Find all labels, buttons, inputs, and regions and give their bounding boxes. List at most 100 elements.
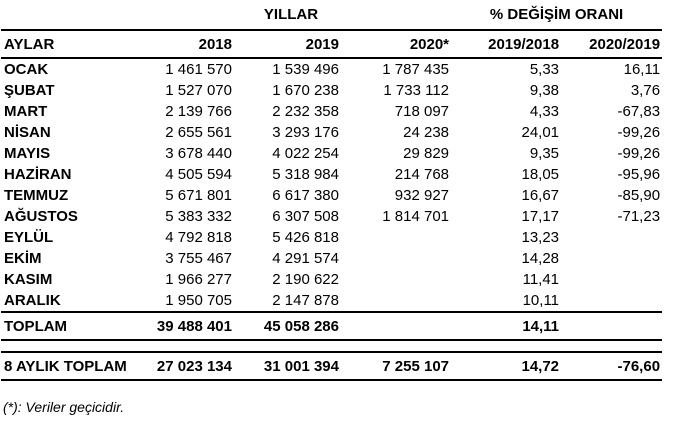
row-label: ŞUBAT [4, 82, 55, 99]
row-label: TEMMUZ [4, 187, 69, 204]
value-cell: 1 461 570 [165, 61, 232, 78]
table-row: EKİM 3 755 467 4 291 574 14,28 [1, 248, 662, 269]
value-cell: 3,76 [630, 82, 661, 99]
row-label: AĞUSTOS [4, 208, 78, 225]
value-cell [561, 227, 662, 248]
value-cell: 2 232 358 [272, 103, 339, 120]
table-row: AĞUSTOS 5 383 332 6 307 508 1 814 701 17,17 -… [1, 206, 662, 227]
value-cell: 718 097 [394, 103, 450, 120]
value-cell: 31 001 394 [234, 351, 341, 381]
value-cell: -95,96 [617, 166, 661, 183]
value-cell [341, 227, 451, 248]
value-cell: 4 022 254 [272, 145, 339, 162]
table-row: TOPLAM 39 488 401 45 058 286 14,11 [1, 311, 663, 341]
column-header-2018: 2018 [131, 30, 234, 59]
column-header-months: AYLAR [1, 30, 131, 59]
table-row: OCAK 1 461 570 1 539 496 1 787 435 5,33 16,11 [1, 58, 662, 80]
value-cell: -71,23 [617, 208, 661, 225]
value-cell [561, 311, 663, 341]
column-header-2020-2019: 2020/2019 [561, 30, 663, 59]
value-cell: 1 733 112 [383, 82, 450, 99]
years-group-header: YILLAR [131, 4, 452, 31]
month-rows-body: OCAK 1 461 570 1 539 496 1 787 435 5,33 16,11… [1, 58, 662, 312]
table-row: EYLÜL 4 792 818 5 426 818 13,23 [1, 227, 662, 248]
column-header-2020: 2020* [341, 30, 452, 59]
value-cell [561, 248, 662, 269]
table-row: ARALIK 1 950 705 2 147 878 10,11 [1, 290, 662, 312]
value-cell: 5 426 818 [272, 229, 339, 246]
value-cell: 2 139 766 [165, 103, 232, 120]
value-cell [341, 269, 451, 290]
spacer-row [1, 340, 662, 352]
value-cell: 2 147 878 [272, 292, 339, 309]
value-cell: 1 539 496 [272, 61, 339, 78]
value-cell: 16,67 [521, 187, 560, 204]
value-cell [341, 311, 452, 341]
value-cell [561, 290, 662, 312]
row-label: MAYIS [4, 145, 51, 162]
table-row: NİSAN 2 655 561 3 293 176 24 238 24,01 -99,26 [1, 122, 662, 143]
value-cell: 9,35 [529, 145, 560, 162]
row-label: OCAK [4, 61, 49, 78]
row-label: EYLÜL [4, 229, 54, 246]
value-cell: -76,60 [561, 351, 663, 381]
value-cell: 7 255 107 [341, 351, 452, 381]
value-cell: 14,28 [521, 250, 560, 267]
value-cell: 5 318 984 [272, 166, 339, 183]
value-cell: -99,26 [617, 145, 661, 162]
table-row: ŞUBAT 1 527 070 1 670 238 1 733 112 9,38 3,76 [1, 80, 662, 101]
value-cell: 9,38 [529, 82, 560, 99]
value-cell: 1 814 701 [382, 208, 450, 225]
table-row: TEMMUZ 5 671 801 6 617 380 932 927 16,67 -85,… [1, 185, 662, 206]
value-cell: 45 058 286 [234, 311, 341, 341]
value-cell: 14,72 [451, 351, 562, 381]
group-header-row: YILLAR % DEĞİŞİM ORANI [1, 4, 663, 31]
value-cell: 4 792 818 [165, 229, 232, 246]
table-row: KASIM 1 966 277 2 190 622 11,41 [1, 269, 662, 290]
row-label: MART [4, 103, 48, 120]
value-cell: 932 927 [394, 187, 450, 204]
value-cell: 1 966 277 [165, 271, 232, 288]
monthly-statistics-table: YILLAR % DEĞİŞİM ORANI AYLAR 2018 2019 2… [1, 4, 663, 381]
value-cell: 3 755 467 [165, 250, 232, 267]
row-label: 8 AYLIK TOPLAM [1, 351, 131, 381]
value-cell: 3 293 176 [272, 124, 339, 141]
value-cell: 29 829 [403, 145, 450, 162]
group-header-empty-cell [1, 4, 131, 31]
row-label: NİSAN [4, 124, 51, 141]
value-cell: 1 950 705 [165, 292, 232, 309]
row-label: KASIM [4, 271, 53, 288]
value-cell: 4,33 [529, 103, 560, 120]
table-row: 8 AYLIK TOPLAM 27 023 134 31 001 394 7 255 … [1, 351, 663, 381]
value-cell: 5,33 [529, 61, 560, 78]
value-cell: 214 768 [394, 166, 450, 183]
value-cell: 1 670 238 [272, 82, 339, 99]
spacer-cell [1, 340, 662, 352]
change-rate-group-header: % DEĞİŞİM ORANI [451, 4, 663, 31]
total-row-body: TOPLAM 39 488 401 45 058 286 14,11 [1, 311, 663, 341]
value-cell: 16,11 [623, 61, 661, 78]
row-label: HAZİRAN [4, 166, 72, 183]
value-cell: 10,11 [522, 292, 560, 309]
table-row: HAZİRAN 4 505 594 5 318 984 214 768 18,05 -95… [1, 164, 662, 185]
value-cell: 5 671 801 [165, 187, 232, 204]
value-cell: 17,17 [521, 208, 560, 225]
value-cell: -85,90 [617, 187, 661, 204]
table-row: MART 2 139 766 2 232 358 718 097 4,33 -67,83 [1, 101, 662, 122]
value-cell: 24 238 [403, 124, 450, 141]
column-header-2019: 2019 [234, 30, 341, 59]
value-cell: 2 655 561 [165, 124, 232, 141]
value-cell: 27 023 134 [131, 351, 234, 381]
value-cell [341, 290, 451, 312]
value-cell: -67,83 [617, 103, 661, 120]
column-header-2019-2018: 2019/2018 [451, 30, 562, 59]
value-cell: 11,41 [522, 271, 560, 288]
column-header-row: AYLAR 2018 2019 2020* 2019/2018 2020/201… [1, 30, 663, 59]
value-cell: 14,11 [451, 311, 562, 341]
value-cell: 1 787 435 [382, 61, 450, 78]
value-cell: 6 307 508 [272, 208, 339, 225]
value-cell [561, 269, 662, 290]
spacer-row-body [1, 340, 662, 352]
value-cell: 13,23 [521, 229, 560, 246]
